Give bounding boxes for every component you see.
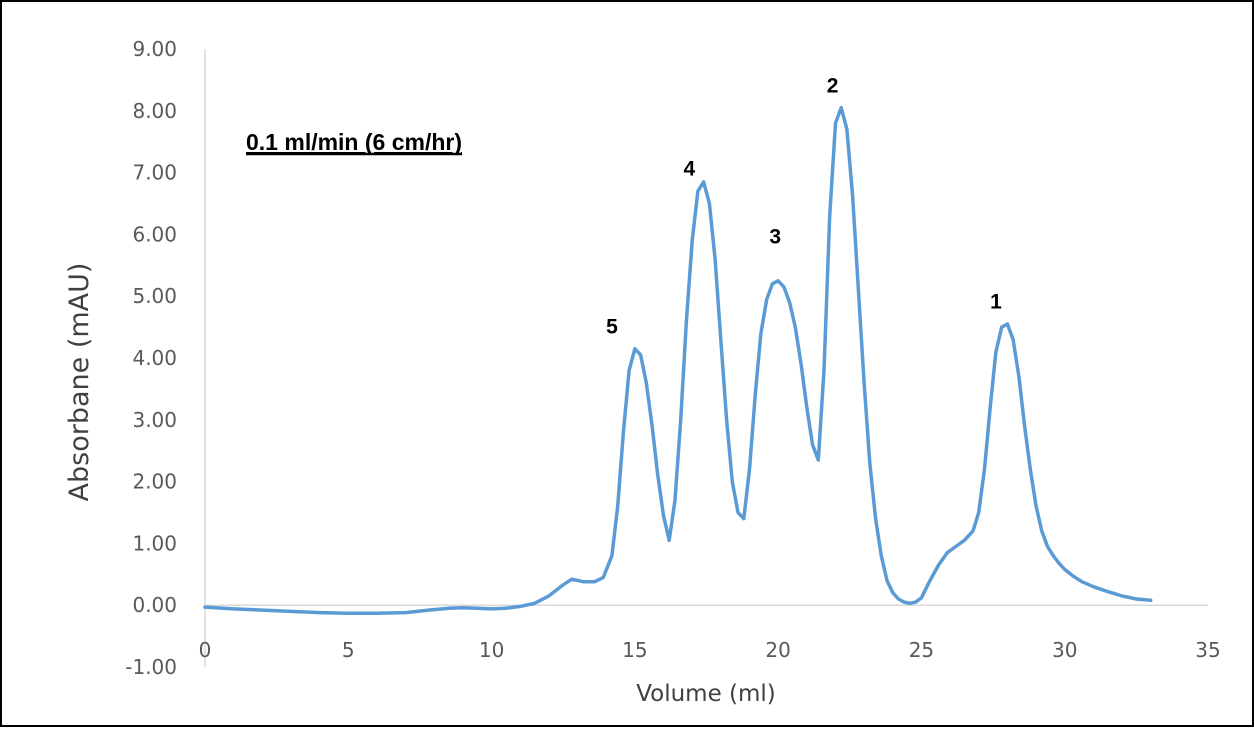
chromatogram-line [203, 105, 1153, 615]
x-tick-label: 15 [622, 638, 647, 662]
peak-label-1: 1 [990, 291, 1002, 314]
flow-rate-annotation: 0.1 ml/min (6 cm/hr) [246, 129, 462, 155]
x-tick-label: 30 [1052, 638, 1077, 662]
y-tick-label: 8.00 [132, 99, 177, 123]
y-tick-label: 9.00 [132, 37, 177, 61]
y-tick-label: 5.00 [132, 284, 177, 308]
y-tick-label: 3.00 [132, 408, 177, 432]
y-tick-label: 1.00 [132, 531, 177, 555]
peak-label-4: 4 [683, 158, 695, 181]
y-tick-label: 2.00 [132, 470, 177, 494]
y-tick-label: -1.00 [125, 655, 177, 679]
y-tick-label: 7.00 [132, 161, 177, 185]
x-tick-label: 10 [479, 638, 504, 662]
y-tick-label: 4.00 [132, 346, 177, 370]
x-axis-title: Volume (ml) [636, 681, 776, 707]
x-tick-label: 35 [1195, 638, 1220, 662]
peak-label-3: 3 [769, 226, 781, 249]
y-axis-title: Absorbane (mAU) [64, 263, 95, 502]
peak-label-5: 5 [606, 315, 618, 338]
x-tick-label: 25 [909, 638, 934, 662]
x-tick-label: 20 [765, 638, 790, 662]
peak-label-2: 2 [827, 74, 839, 97]
x-tick-label: 5 [342, 638, 355, 662]
y-tick-label: 0.00 [132, 593, 177, 617]
x-tick-label: 0 [199, 638, 212, 662]
y-tick-label: 6.00 [132, 222, 177, 246]
